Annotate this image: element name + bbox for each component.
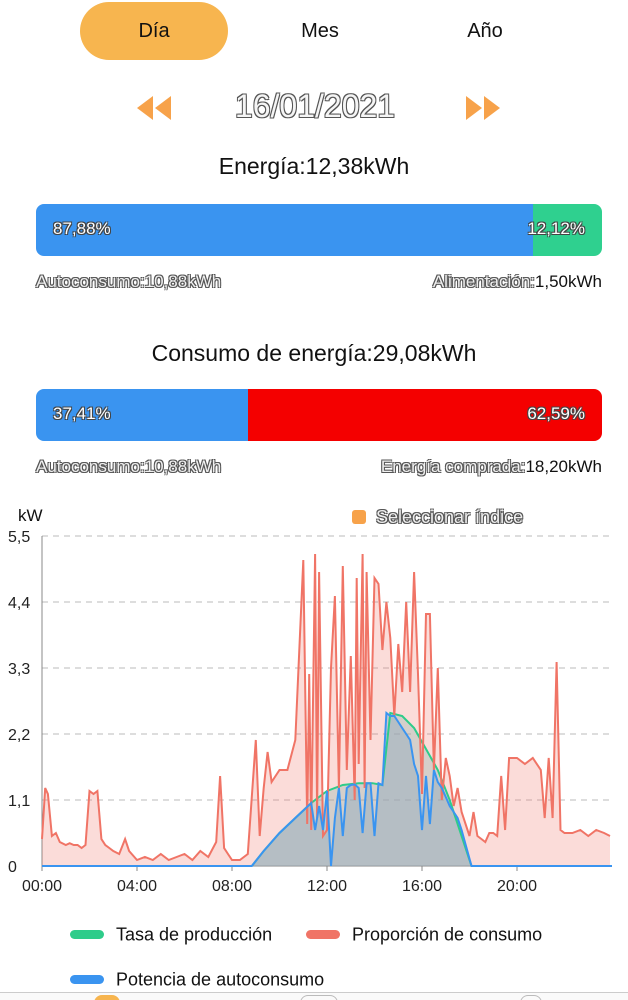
consumption-right-percent: 62,59%: [527, 404, 585, 423]
legend-item-self-consumption[interactable]: Potencia de autoconsumo: [70, 967, 324, 989]
chart-legend: Tasa de producción Proporción de consumo…: [0, 915, 628, 995]
production-area: [251, 713, 472, 866]
select-index-button[interactable]: Seleccionar índice: [352, 506, 523, 530]
y-tick-label: 1,1: [8, 793, 30, 810]
consumption-bar: 37,41% 62,59%: [36, 389, 602, 441]
legend-swatch-consumption: [306, 929, 340, 939]
x-tick-label: 20:00: [497, 878, 537, 895]
consumption-left-caption: Autoconsumo:10,88kWh: [36, 457, 222, 476]
nav-home-icon[interactable]: [94, 995, 120, 1000]
legend-swatch-self-consumption: [70, 974, 104, 984]
y-axis-unit: kW: [18, 506, 43, 525]
nav-device-icon[interactable]: [300, 995, 338, 1000]
x-tick-label: 08:00: [212, 878, 252, 895]
consumption-purchased-segment: [247, 389, 602, 441]
energy-left-caption: Autoconsumo:10,88kWh: [36, 272, 222, 291]
energy-left-percent: 87,88%: [53, 219, 111, 238]
consumption-title: Consumo de energía:29,08kWh: [151, 340, 477, 366]
x-tick-label: 04:00: [117, 878, 157, 895]
tab-month[interactable]: Mes: [301, 20, 339, 42]
power-chart: 0 1,1 2,2 3,3 4,4 5,5 00:00 04:00 08:00 12:00 16:0…: [0, 500, 628, 910]
energy-title: Energía:12,38kWh: [218, 153, 410, 179]
bottom-navigation: [0, 992, 628, 1000]
legend-swatch-production: [70, 929, 104, 939]
y-tick-label: 0: [8, 859, 17, 876]
consumption-self-consumption-segment: [36, 389, 248, 441]
period-tabs: Día Mes Año: [0, 0, 628, 62]
energy-right-caption: Alimentación:1,50kWh: [432, 272, 602, 291]
consumption-right-caption: Energía comprada:18,20kWh: [380, 457, 602, 476]
x-tick-label: 00:00: [22, 878, 62, 895]
y-tick-label: 2,2: [8, 727, 30, 744]
y-tick-label: 4,4: [8, 595, 30, 612]
self-consumption-area: [42, 713, 612, 866]
power-chart-svg: 0 1,1 2,2 3,3 4,4 5,5 00:00 04:00 08:00 12:00 16:0…: [8, 529, 612, 895]
next-day-icon[interactable]: [462, 94, 502, 122]
index-square-icon: [352, 510, 366, 525]
consumption-line: [41, 553, 611, 862]
energy-self-consumption-segment: [36, 204, 534, 256]
consumption-area: [42, 554, 610, 866]
selected-date[interactable]: 16/01/2021: [234, 88, 396, 124]
y-tick-label: 3,3: [8, 661, 30, 678]
self-consumption-line: [42, 711, 612, 867]
previous-day-icon[interactable]: [135, 94, 175, 122]
x-tick-label: 12:00: [307, 878, 347, 895]
date-navigator: 16/01/2021: [0, 82, 628, 134]
tab-year[interactable]: Año: [467, 20, 503, 42]
energy-right-percent: 12,12%: [527, 219, 585, 238]
y-tick-label: 5,5: [8, 529, 30, 546]
energy-bar: 87,88% 12,12%: [36, 204, 602, 256]
x-tick-label: 16:00: [402, 878, 442, 895]
nav-profile-icon[interactable]: [520, 995, 542, 1000]
legend-item-consumption[interactable]: Proporción de consumo: [306, 922, 542, 944]
consumption-left-percent: 37,41%: [53, 404, 111, 423]
energy-feed-in-segment: [533, 204, 602, 256]
legend-item-production[interactable]: Tasa de producción: [70, 922, 272, 944]
tab-day[interactable]: Día: [80, 2, 228, 60]
